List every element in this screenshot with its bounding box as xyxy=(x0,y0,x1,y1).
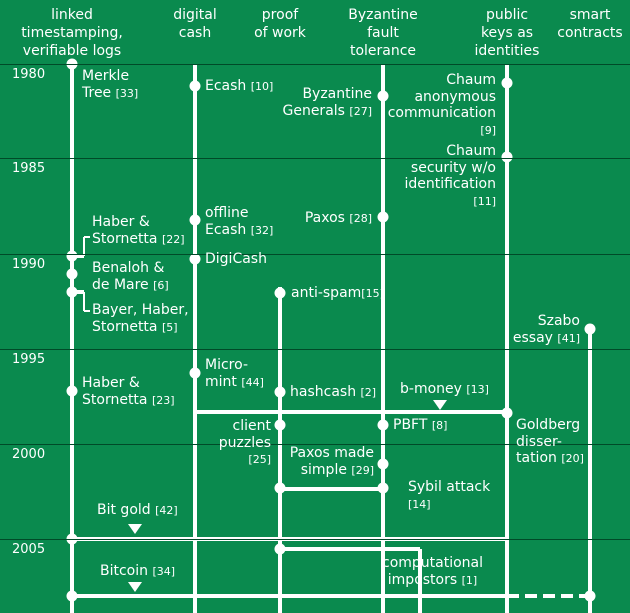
year-label-1980: 1980 xyxy=(12,67,46,82)
milestone-szabo-essay: Szabo essay [41] xyxy=(512,313,580,346)
arrow-bitcoin xyxy=(128,582,142,592)
header-digital-cash: digital cash xyxy=(173,7,217,41)
year-line-1990 xyxy=(0,254,630,255)
milestone-ecash: Ecash [10] xyxy=(205,78,274,94)
node-digicash xyxy=(189,253,201,265)
header-public-keys-as-identities: public keys as identities xyxy=(474,7,540,59)
node-offline-ecash xyxy=(189,214,201,226)
header-linked-timestamping: linked timestamping, verifiable logs xyxy=(21,7,123,59)
node-chaum-security xyxy=(501,151,513,163)
header-byzantine-fault-tolerance: Byzantine fault tolerance xyxy=(348,7,418,59)
milestone-paxos: Paxos [28] xyxy=(304,210,372,226)
milestone-offline-ecash: offline Ecash [32] xyxy=(205,205,274,238)
year-label-1985: 1985 xyxy=(12,161,46,176)
year-line-2005 xyxy=(0,539,630,540)
year-label-1990: 1990 xyxy=(12,257,46,272)
milestone-micromint: Micro- mint [44] xyxy=(205,357,264,390)
milestone-chaum-anonymous: Chaum anonymous communication [9] xyxy=(387,72,496,137)
node-paxos-made-simple xyxy=(377,458,389,470)
year-label-2000: 2000 xyxy=(12,447,46,462)
arrow-b-money xyxy=(433,400,447,410)
node-byzantine-generals xyxy=(377,90,389,102)
milestone-haber-stornetta-1: Haber & Stornetta [22] xyxy=(92,214,185,247)
milestone-sybil-attack: Sybil attack [14] xyxy=(408,479,491,511)
header-proof-of-work: proof of work xyxy=(254,7,306,41)
milestone-paxos-made-simple: Paxos made simple [29] xyxy=(289,445,374,478)
node-anti-spam xyxy=(274,287,286,299)
milestone-computational-impostors: computational impostors [1] xyxy=(382,555,484,588)
node-ecash xyxy=(189,80,201,92)
milestone-bitcoin: Bitcoin [34] xyxy=(100,563,176,579)
milestone-benaloh-de-mare: Benaloh & de Mare [6] xyxy=(92,260,169,293)
node-pbft xyxy=(377,419,389,431)
milestone-goldberg-dissertation: Goldberg disser- tation [20] xyxy=(516,417,584,466)
year-line-1995 xyxy=(0,349,630,350)
node-haber-stornetta-1 xyxy=(66,250,78,262)
milestone-chaum-security: Chaum security w/o identification [11] xyxy=(404,143,496,208)
milestone-pbft: PBFT [8] xyxy=(393,417,448,433)
milestone-hashcash: hashcash [2] xyxy=(290,384,377,400)
node-szabo-essay xyxy=(584,323,596,335)
node-benaloh-de-mare xyxy=(66,268,78,280)
milestone-client-puzzles: client puzzles [25] xyxy=(218,418,271,466)
milestone-anti-spam: anti-spam[15] xyxy=(291,285,384,301)
node-sybil-left xyxy=(274,482,286,494)
node-haber-stornetta-2 xyxy=(66,385,78,397)
milestone-bit-gold: Bit gold [42] xyxy=(97,502,178,518)
node-computational-impostors xyxy=(274,543,286,555)
milestone-digicash: DigiCash xyxy=(205,251,267,267)
node-micromint xyxy=(189,367,201,379)
node-goldberg xyxy=(501,407,513,419)
milestone-bayer-haber-stornetta: Bayer, Haber, Stornetta [5] xyxy=(92,302,189,335)
node-bayer-haber-stornetta xyxy=(66,286,78,298)
node-paxos xyxy=(377,211,389,223)
node-sybil-right xyxy=(377,482,389,494)
header-smart-contracts: smart contracts xyxy=(557,7,623,41)
year-line-1985 xyxy=(0,158,630,159)
year-label-2005: 2005 xyxy=(12,542,46,557)
milestone-haber-stornetta-2: Haber & Stornetta [23] xyxy=(82,375,175,408)
node-bitcoin xyxy=(66,590,78,602)
arrow-bit-gold xyxy=(128,524,142,534)
milestone-b-money: b-money [13] xyxy=(400,381,489,397)
node-chaum-anonymous xyxy=(501,77,513,89)
milestone-merkle-tree: Merkle Tree [33] xyxy=(82,68,139,101)
year-label-1995: 1995 xyxy=(12,352,46,367)
year-line-1980 xyxy=(0,64,630,65)
year-line-2000 xyxy=(0,444,630,445)
milestone-byzantine-generals: Byzantine Generals [27] xyxy=(282,86,372,119)
node-hashcash xyxy=(274,386,286,398)
node-smart-contracts-end xyxy=(584,590,596,602)
node-client-puzzles xyxy=(274,419,286,431)
